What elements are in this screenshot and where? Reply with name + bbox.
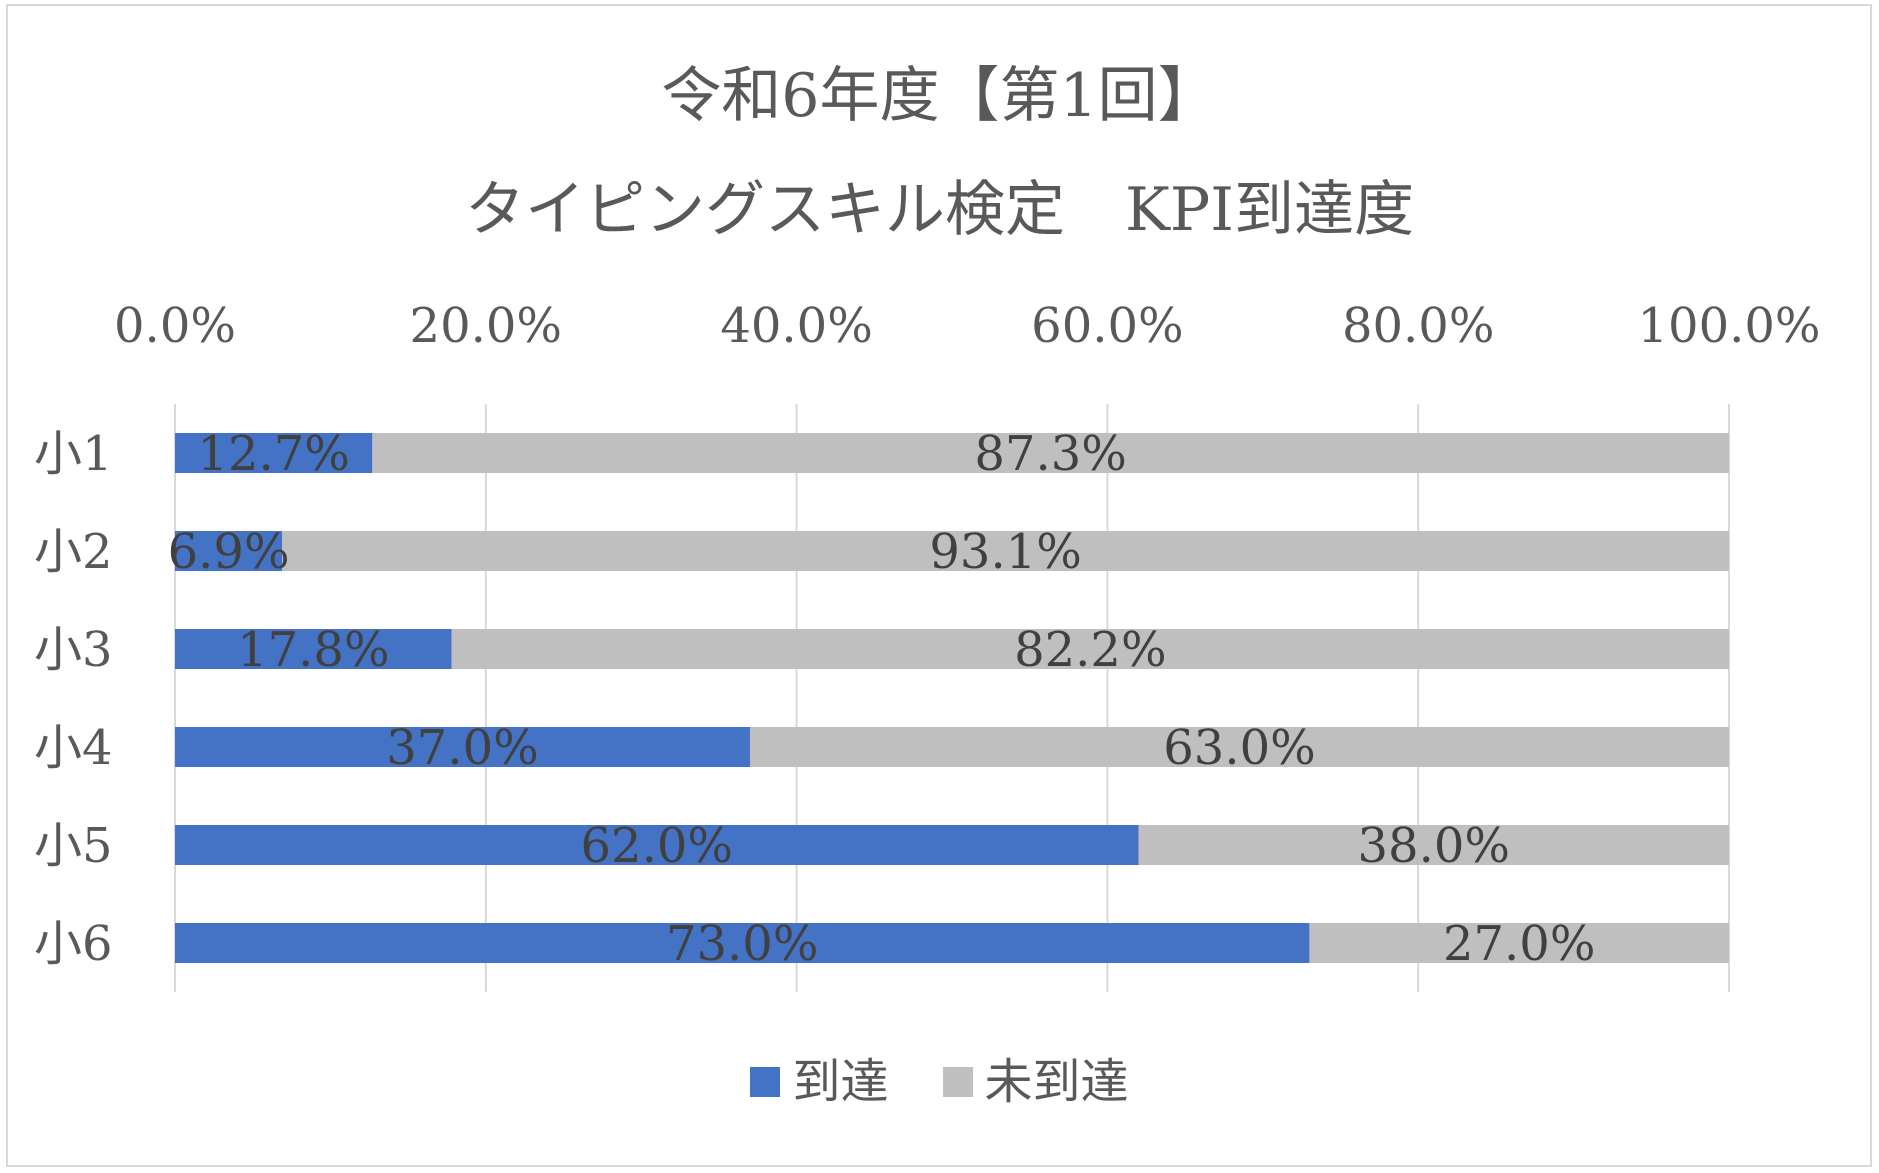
bar-not-reached bbox=[749, 727, 1729, 767]
x-tick-label: 20.0% bbox=[410, 298, 562, 354]
chart-title: 令和6年度【第1回】 bbox=[661, 61, 1218, 131]
bars bbox=[175, 433, 1729, 963]
bar-reached bbox=[175, 727, 750, 767]
data-labels: 12.7% 87.3% 6.9% 93.1% 17.8% 82.2% 37.0% 63.0% 6… bbox=[168, 426, 1596, 972]
x-tick-label: 80.0% bbox=[1342, 298, 1494, 354]
bar-reached bbox=[175, 531, 283, 571]
bar-reached bbox=[175, 629, 452, 669]
data-label: 27.0% bbox=[1443, 916, 1595, 972]
data-label: 17.8% bbox=[237, 622, 389, 678]
category-label: 小4 bbox=[34, 720, 113, 776]
x-tick-label: 100.0% bbox=[1637, 298, 1820, 354]
bar-not-reached bbox=[372, 433, 1729, 473]
category-label: 小3 bbox=[34, 622, 113, 678]
legend-item-not-reached: 未到達 bbox=[942, 1054, 1129, 1110]
data-label: 73.0% bbox=[666, 916, 818, 972]
data-label: 62.0% bbox=[580, 818, 732, 874]
category-label: 小2 bbox=[34, 524, 113, 580]
x-tick-label: 40.0% bbox=[720, 298, 872, 354]
data-label: 93.1% bbox=[929, 524, 1081, 580]
data-label: 63.0% bbox=[1163, 720, 1315, 776]
data-label: 37.0% bbox=[386, 720, 538, 776]
legend-swatch-reached bbox=[750, 1067, 781, 1097]
category-label: 小1 bbox=[34, 426, 113, 482]
chart-frame bbox=[6, 4, 1872, 1167]
legend-label-not-reached: 未到達 bbox=[984, 1054, 1129, 1110]
legend: 到達 未到達 bbox=[0, 1058, 1879, 1106]
x-axis-tick-labels: 0.0% 20.0% 40.0% 60.0% 80.0% 100.0% bbox=[114, 298, 1820, 354]
x-tick-label: 0.0% bbox=[114, 298, 236, 354]
gridlines bbox=[174, 404, 1730, 992]
bar-not-reached bbox=[282, 531, 1729, 571]
data-label: 6.9% bbox=[168, 524, 290, 580]
category-label: 小6 bbox=[34, 916, 113, 972]
bar-not-reached bbox=[1309, 923, 1729, 963]
data-label: 82.2% bbox=[1014, 622, 1166, 678]
data-label: 12.7% bbox=[197, 426, 349, 482]
data-label: 38.0% bbox=[1357, 818, 1509, 874]
data-label: 87.3% bbox=[974, 426, 1126, 482]
bar-reached bbox=[175, 923, 1310, 963]
bar-not-reached bbox=[451, 629, 1729, 669]
legend-swatch-not-reached bbox=[942, 1067, 973, 1097]
legend-item-reached: 到達 bbox=[750, 1054, 889, 1110]
chart-subtitle: タイピングスキル検定 KPI到達度 bbox=[465, 175, 1414, 245]
bar-not-reached bbox=[1138, 825, 1729, 865]
x-tick-label: 60.0% bbox=[1031, 298, 1183, 354]
bar-reached bbox=[175, 433, 373, 473]
bar-reached bbox=[175, 825, 1139, 865]
legend-label-reached: 到達 bbox=[792, 1054, 889, 1110]
category-label: 小5 bbox=[34, 818, 113, 874]
category-labels: 小1 小2 小3 小4 小5 小6 bbox=[34, 426, 113, 972]
